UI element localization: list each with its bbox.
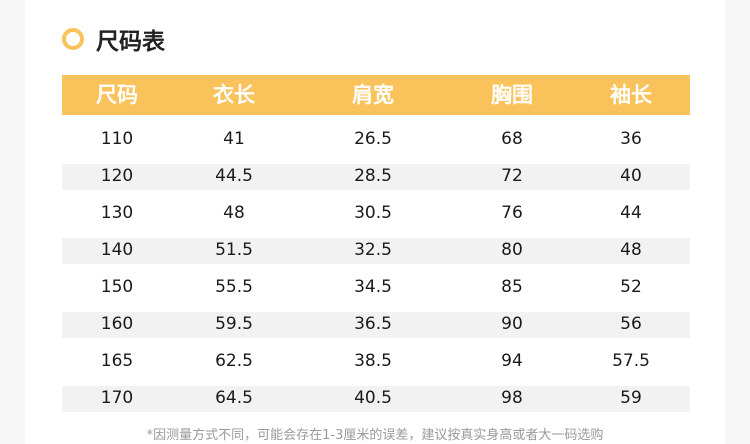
table-cell: 52 [620,277,642,297]
table-row: 160 59.5 36.5 90 56 [62,306,690,343]
table-cell: 72 [501,166,523,186]
table-cell: 28.5 [354,166,392,186]
column-header: 胸围 [491,83,533,107]
table-row: 150 55.5 34.5 85 52 [62,269,690,306]
table-cell: 59.5 [215,314,253,334]
column-header: 袖长 [610,83,652,107]
row-background [62,385,690,412]
content-card [25,0,725,444]
table-cell: 34.5 [354,277,392,297]
table-cell: 68 [501,129,523,149]
section-header: 尺码表 [62,22,165,56]
table-cell: 62.5 [215,351,253,371]
table-cell: 44 [620,203,642,223]
section-title: 尺码表 [96,29,165,55]
row-background [62,237,690,264]
table-cell: 98 [501,388,523,408]
table-cell: 36.5 [354,314,392,334]
table-cell: 32.5 [354,240,392,260]
column-header: 衣长 [213,83,255,107]
table-cell: 110 [100,129,134,149]
table-cell: 26.5 [354,129,392,149]
table-cell: 170 [100,388,134,408]
table-cell: 48 [620,240,642,260]
table-header: 尺码 衣长 肩宽 胸围 袖长 [62,75,690,115]
row-background [62,163,690,190]
table-row: 165 62.5 38.5 94 57.5 [62,343,690,380]
table-cell: 40 [620,166,642,186]
table-cell: 120 [100,166,134,186]
table-cell: 40.5 [354,388,392,408]
table-cell: 165 [100,351,134,371]
table-cell: 59 [620,388,642,408]
table-cell: 150 [100,277,134,297]
table-cell: 51.5 [215,240,253,260]
table-cell: 41 [223,129,245,149]
table-row: 170 64.5 40.5 98 59 [62,380,690,417]
table-cell: 36 [620,129,642,149]
table-cell: 56 [620,314,642,334]
table-cell: 130 [100,203,134,223]
table-cell: 90 [501,314,523,334]
table-body: 110 41 26.5 68 36 120 44.5 28.5 72 40 130 48 30.5 76 4… [62,115,690,417]
table-cell: 57.5 [612,351,650,371]
table-cell: 64.5 [215,388,253,408]
column-header: 尺码 [96,83,138,107]
circle-icon [62,28,84,50]
table-row: 110 41 26.5 68 36 [62,121,690,158]
measurement-note: *因测量方式不同，可能会存在1-3厘米的误差，建议按真实身高或者大一码选购 [146,428,604,443]
table-cell: 76 [501,203,523,223]
table-cell: 94 [501,351,523,371]
table-cell: 48 [223,203,245,223]
table-cell: 44.5 [215,166,253,186]
column-header: 肩宽 [352,83,394,107]
table-cell: 38.5 [354,351,392,371]
table-cell: 80 [501,240,523,260]
row-background [62,311,690,338]
table-cell: 160 [100,314,134,334]
table-cell: 30.5 [354,203,392,223]
table-row: 130 48 30.5 76 44 [62,195,690,232]
table-cell: 140 [100,240,134,260]
table-row: 140 51.5 32.5 80 48 [62,232,690,269]
table-cell: 85 [501,277,523,297]
table-cell: 55.5 [215,277,253,297]
size-table: 尺码 衣长 肩宽 胸围 袖长 110 41 26.5 68 36 120 44.5 28.5 72 40 1… [62,75,690,417]
table-row: 120 44.5 28.5 72 40 [62,158,690,195]
